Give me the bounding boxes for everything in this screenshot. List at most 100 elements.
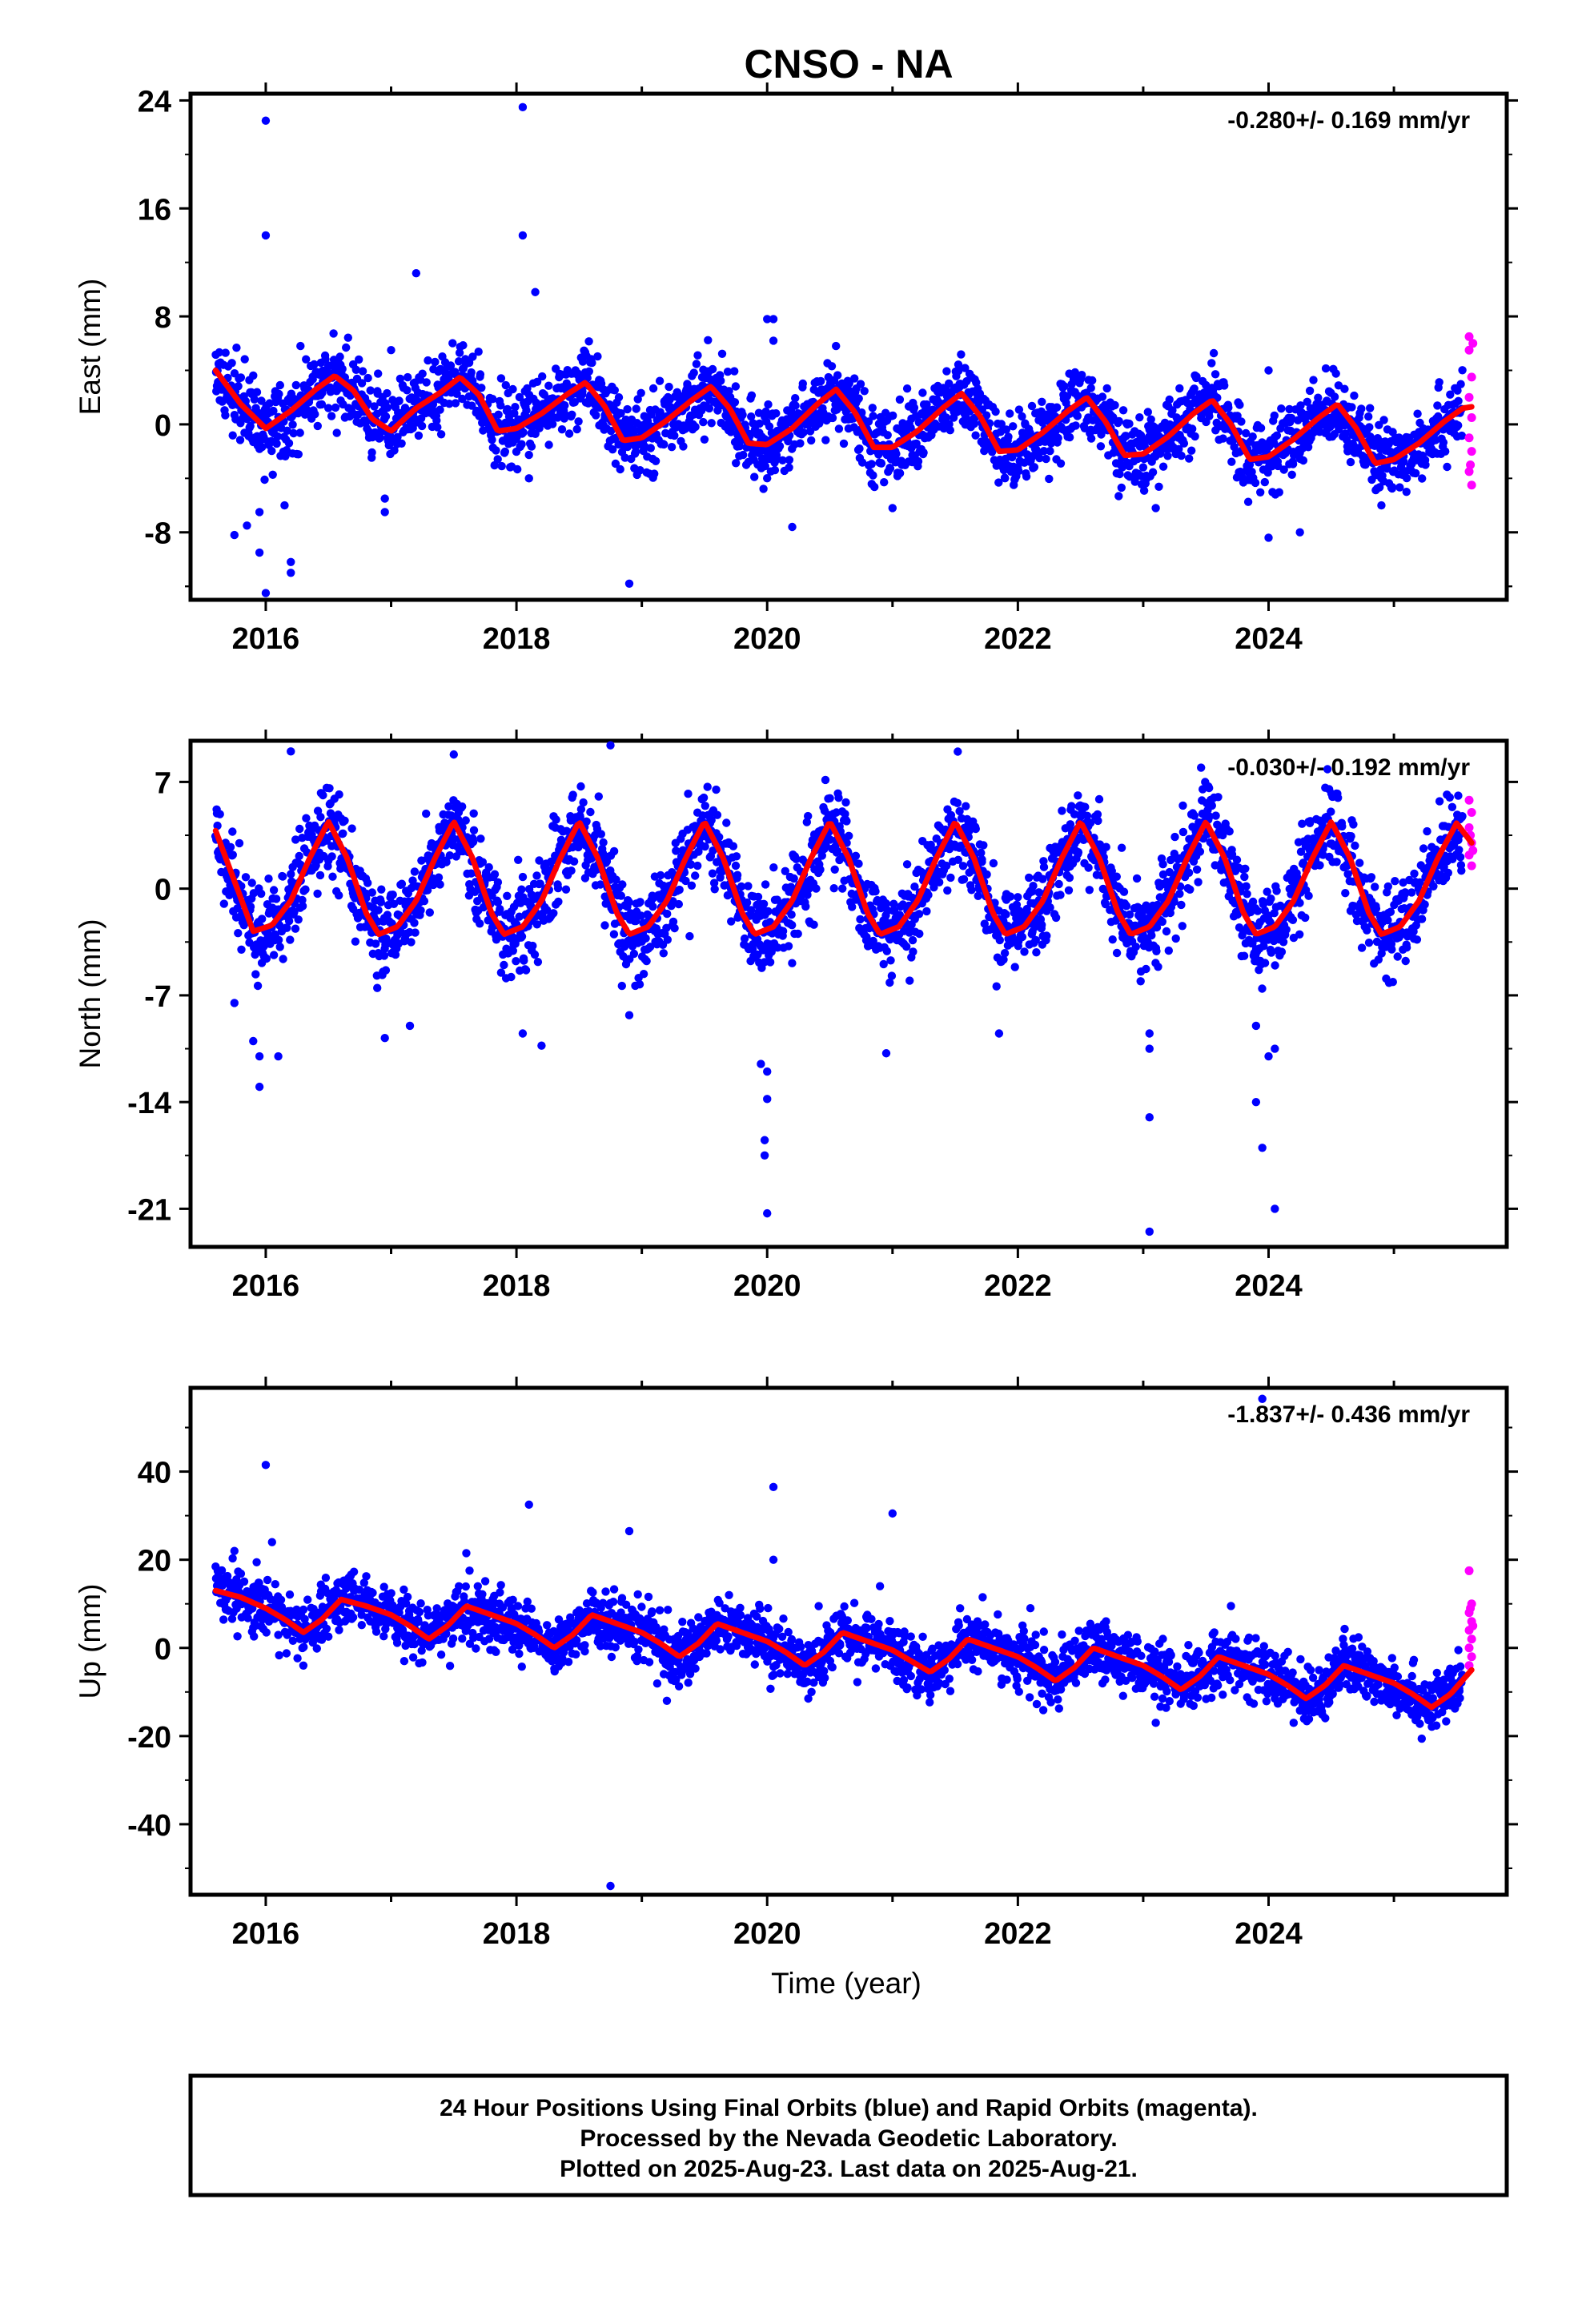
- final-orbit-point: [301, 885, 310, 894]
- final-orbit-outlier: [531, 287, 540, 296]
- final-orbit-point: [759, 485, 768, 493]
- final-orbit-point: [686, 860, 696, 869]
- final-orbit-point: [269, 886, 279, 895]
- final-orbit-point: [1030, 463, 1039, 472]
- final-orbit-point: [321, 355, 330, 364]
- final-orbit-point: [275, 380, 284, 390]
- final-orbit-point: [302, 814, 311, 822]
- final-orbit-point: [919, 448, 928, 457]
- final-orbit-point: [709, 846, 717, 855]
- final-orbit-point: [1042, 454, 1050, 464]
- final-orbit-point: [957, 350, 966, 359]
- final-orbit-point: [291, 835, 300, 844]
- final-orbit-point: [1056, 459, 1066, 468]
- x-tick-label: 2016: [232, 622, 300, 656]
- final-orbit-point: [274, 935, 283, 945]
- final-orbit-point: [829, 884, 838, 893]
- final-orbit-point: [746, 906, 756, 915]
- final-orbit-point: [272, 439, 281, 448]
- final-orbit-point: [755, 419, 764, 428]
- final-orbit-point: [279, 955, 287, 963]
- final-orbit-point: [234, 929, 243, 938]
- final-orbit-point: [610, 386, 619, 395]
- final-orbit-point: [283, 923, 291, 932]
- final-orbit-point: [1178, 827, 1188, 837]
- final-orbit-point: [1237, 417, 1246, 426]
- final-orbit-point: [381, 412, 391, 421]
- final-orbit-point: [769, 863, 778, 872]
- final-orbit-point: [708, 869, 717, 878]
- final-orbit-point: [871, 887, 880, 896]
- final-orbit-point: [288, 420, 297, 429]
- final-orbit-point: [523, 384, 532, 393]
- final-orbit-point: [1402, 473, 1411, 483]
- final-orbit-point: [355, 355, 363, 364]
- final-orbit-point: [962, 802, 970, 810]
- final-orbit-point: [1025, 873, 1034, 883]
- y-tick-label: 8: [155, 301, 171, 335]
- final-orbit-point: [701, 842, 709, 851]
- final-orbit-point: [1446, 390, 1455, 399]
- final-orbit-point: [554, 897, 563, 907]
- final-orbit-point: [997, 420, 1006, 428]
- final-orbit-point: [494, 410, 503, 419]
- final-orbit-point: [294, 915, 303, 924]
- final-orbit-point: [257, 889, 266, 899]
- final-orbit-point: [476, 834, 485, 843]
- final-orbit-point: [374, 369, 383, 378]
- final-orbit-point: [1256, 424, 1266, 432]
- final-orbit-point: [1235, 400, 1244, 409]
- final-orbit-point: [1350, 391, 1359, 400]
- final-orbit-point: [869, 471, 877, 480]
- final-orbit-point: [1243, 890, 1251, 899]
- final-orbit-point: [535, 424, 544, 432]
- final-orbit-point: [1413, 409, 1422, 418]
- final-orbit-point: [1158, 917, 1167, 927]
- final-orbit-point: [496, 905, 504, 914]
- final-orbit-point: [390, 446, 399, 455]
- final-orbit-point: [860, 387, 869, 396]
- final-orbit-point: [474, 348, 483, 356]
- final-orbit-point: [246, 903, 255, 911]
- final-orbit-point: [807, 436, 816, 445]
- final-orbit-point: [1058, 806, 1066, 815]
- final-orbit-point: [588, 358, 596, 368]
- final-orbit-point: [1062, 392, 1072, 400]
- final-orbit-point: [713, 406, 722, 415]
- final-orbit-point: [319, 790, 327, 800]
- y-axis-label: East (mm): [74, 279, 106, 416]
- final-orbit-point: [451, 399, 460, 408]
- final-orbit-point: [1122, 432, 1130, 440]
- final-orbit-point: [240, 355, 249, 364]
- final-orbit-point: [370, 402, 379, 411]
- final-orbit-outlier: [412, 268, 421, 278]
- final-orbit-point: [1240, 872, 1249, 882]
- final-orbit-point: [397, 879, 407, 888]
- final-orbit-point: [469, 826, 479, 835]
- final-orbit-point: [1119, 887, 1129, 896]
- final-orbit-point: [660, 440, 669, 449]
- final-orbit-point: [569, 857, 579, 866]
- final-orbit-point: [705, 404, 714, 413]
- final-orbit-point: [1171, 934, 1180, 943]
- final-orbit-point: [1399, 457, 1408, 466]
- final-orbit-point: [267, 446, 276, 456]
- final-orbit-point: [420, 897, 429, 906]
- final-orbit-point: [567, 866, 576, 875]
- final-orbit-point: [530, 950, 540, 959]
- final-orbit-point: [458, 802, 467, 811]
- final-orbit-point: [503, 404, 512, 414]
- final-orbit-point: [709, 879, 719, 887]
- final-orbit-point: [787, 910, 796, 919]
- final-orbit-point: [750, 472, 759, 481]
- final-orbit-point: [788, 959, 797, 967]
- final-orbit-point: [1004, 432, 1013, 441]
- final-orbit-point: [298, 902, 307, 911]
- final-orbit-point: [1146, 415, 1155, 424]
- final-orbit-point: [490, 870, 500, 879]
- final-orbit-point: [1088, 376, 1097, 385]
- final-orbit-point: [922, 400, 931, 409]
- final-orbit-point: [1267, 895, 1275, 903]
- final-orbit-point: [737, 882, 746, 891]
- final-orbit-point: [476, 370, 485, 379]
